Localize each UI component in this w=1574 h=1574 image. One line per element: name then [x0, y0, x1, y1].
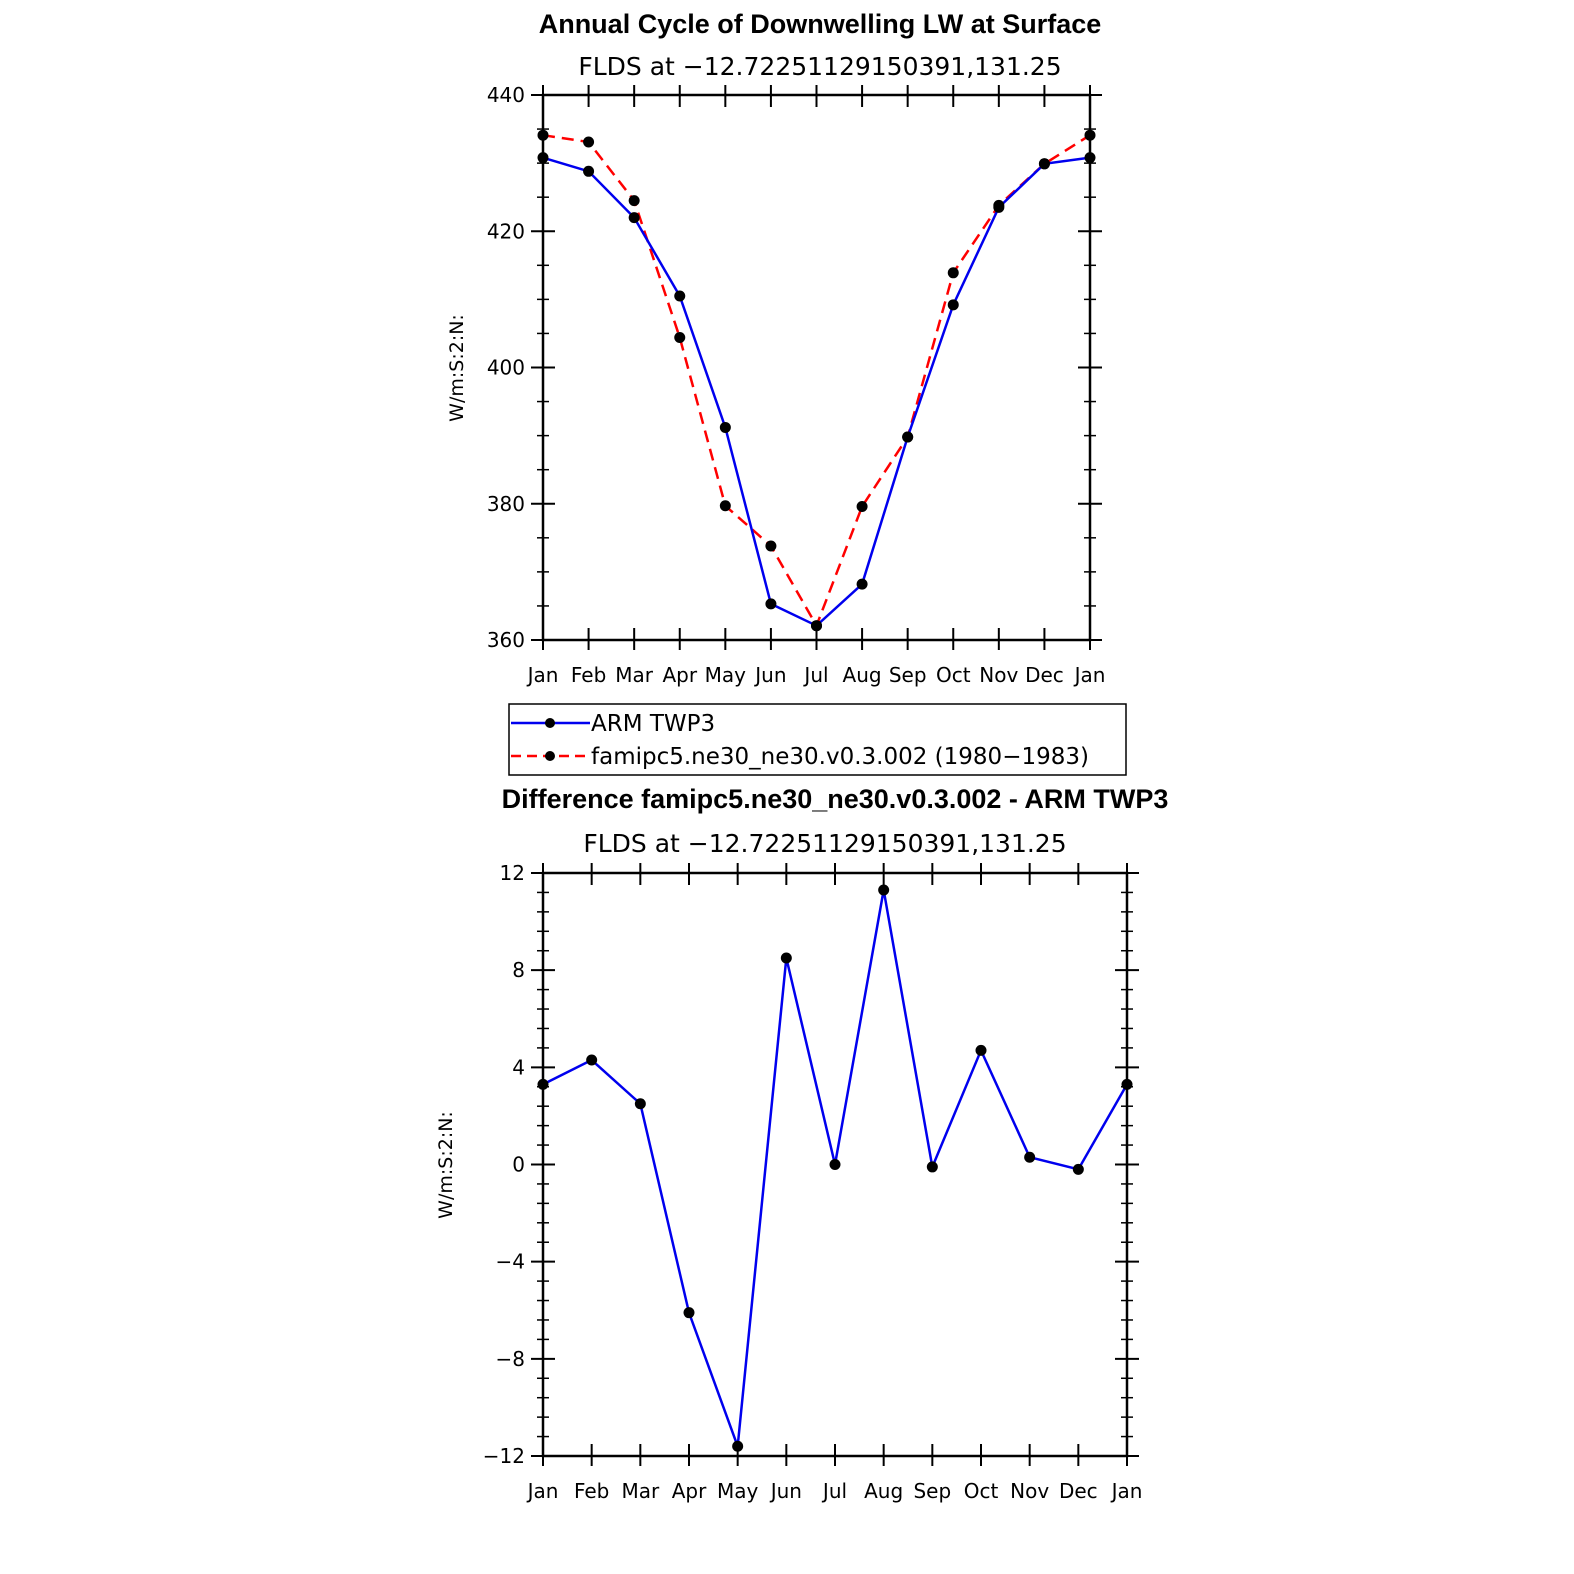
chart1-point-0 [856, 578, 868, 590]
chart2-point-0 [1121, 1078, 1133, 1090]
legend-marker-arm [545, 718, 555, 728]
chart1-ylabel: W/m:S:2:N: [446, 314, 468, 422]
chart2-point-0 [634, 1098, 646, 1110]
chart1-xtick-label: Mar [615, 663, 654, 687]
chart2-xtick-label: Jan [526, 1479, 559, 1503]
chart1-xtick-label: Nov [979, 663, 1018, 687]
chart1-point-1 [719, 500, 731, 512]
chart2-point-0 [780, 952, 792, 964]
chart2-xtick-label: May [717, 1479, 759, 1503]
difference-chart: Difference famipc5.ne30_ne30.v0.3.002 - … [435, 784, 1168, 1503]
chart2-point-0 [1072, 1163, 1084, 1175]
chart2-axes: Jan Feb Mar Apr May Jun Jul Aug Sep Oct Nov Dec Jan−… [483, 861, 1143, 1503]
chart1-point-0 [628, 212, 640, 224]
chart1-axes: Jan Feb Mar Apr May Jun Jul Aug Sep Oct Nov Dec Jan3… [487, 83, 1106, 687]
chart1-xtick-label: Sep [889, 663, 927, 687]
chart2-xtick-label: Sep [913, 1479, 951, 1503]
chart2-point-0 [829, 1159, 841, 1170]
chart1-point-0 [1084, 152, 1096, 164]
chart1-point-0 [537, 152, 549, 164]
chart1-series [537, 129, 1096, 632]
chart1-point-0 [674, 290, 686, 302]
chart2-xtick-label: Jun [769, 1479, 802, 1503]
chart1-series-line-0 [542, 156, 1091, 628]
chart1-xtick-label: Dec [1025, 663, 1064, 687]
chart1-subtitle: FLDS at −12.72251129150391,131.25 [578, 52, 1061, 81]
chart2-ytick-label: 0 [512, 1153, 525, 1177]
chart2-ytick-label: 4 [512, 1055, 525, 1079]
chart1-xtick-label: Apr [662, 663, 697, 687]
chart1-point-1 [947, 267, 959, 279]
chart2-series [537, 884, 1133, 1452]
chart2-point-0 [1024, 1151, 1036, 1163]
legend-box [508, 703, 1127, 776]
chart2-point-0 [732, 1440, 744, 1452]
chart2-point-0 [975, 1044, 987, 1056]
chart1-point-1 [583, 136, 595, 148]
chart1-point-1 [856, 500, 868, 512]
chart1-xtick-label: Oct [936, 663, 971, 687]
chart2-xtick-label: Dec [1059, 1479, 1098, 1503]
chart1-ytick-label: 400 [487, 356, 525, 380]
chart1-xtick-label: May [705, 663, 747, 687]
chart2-ytick-label: −8 [496, 1347, 525, 1371]
chart1-point-0 [765, 598, 777, 610]
chart1-frame [541, 93, 1092, 642]
chart2-point-0 [586, 1054, 598, 1066]
chart1-point-1 [537, 129, 549, 141]
chart2-xtick-label: Apr [672, 1479, 707, 1503]
chart1-point-1 [765, 540, 777, 552]
chart2-ylabel: W/m:S:2:N: [435, 1111, 457, 1219]
legend: ARM TWP3 famipc5.ne30_ne30.v0.3.002 (198… [508, 703, 1127, 776]
chart2-ytick-label: 12 [500, 861, 525, 885]
chart1-point-1 [1084, 129, 1096, 141]
chart1-xtick-label: Aug [843, 663, 882, 687]
chart1-point-1 [811, 620, 822, 632]
chart2-point-0 [537, 1078, 549, 1090]
chart1-ytick-label: 380 [487, 492, 525, 516]
chart2-xtick-label: Jan [1110, 1479, 1143, 1503]
chart1-point-1 [674, 332, 686, 344]
chart2-point-0 [878, 884, 890, 896]
legend-label-model: famipc5.ne30_ne30.v0.3.002 (1980−1983) [591, 744, 1089, 770]
chart1-ytick-label: 360 [487, 628, 525, 652]
chart1-xtick-label: Jan [526, 663, 559, 687]
chart1-ytick-label: 420 [487, 219, 525, 243]
chart2-title: Difference famipc5.ne30_ne30.v0.3.002 - … [502, 784, 1169, 814]
chart2-ytick-label: 8 [512, 958, 525, 982]
chart1-xtick-label: Feb [571, 663, 606, 687]
chart2-xtick-label: Oct [964, 1479, 999, 1503]
chart2-xtick-label: Nov [1010, 1479, 1049, 1503]
chart1-title: Annual Cycle of Downwelling LW at Surfac… [539, 9, 1102, 39]
chart2-xtick-label: Aug [864, 1479, 903, 1503]
chart2-xtick-label: Feb [574, 1479, 609, 1503]
chart1-ytick-label: 440 [487, 83, 525, 107]
chart1-point-1 [628, 195, 640, 207]
chart2-point-0 [683, 1307, 695, 1319]
chart2-subtitle: FLDS at −12.72251129150391,131.25 [583, 829, 1066, 858]
chart1-xtick-label: Jul [802, 663, 828, 687]
chart2-point-0 [926, 1161, 938, 1173]
chart1-xtick-label: Jan [1073, 663, 1106, 687]
chart1-point-1 [1038, 158, 1050, 170]
legend-marker-model [545, 751, 555, 761]
chart1-point-0 [719, 421, 731, 433]
chart1-point-0 [947, 299, 959, 311]
chart2-ytick-label: −4 [496, 1250, 525, 1274]
chart2-xtick-label: Mar [621, 1479, 660, 1503]
chart1-point-0 [583, 165, 595, 177]
chart1-point-1 [902, 431, 914, 443]
legend-label-arm: ARM TWP3 [591, 711, 715, 737]
chart1-xtick-label: Jun [753, 663, 786, 687]
chart2-xtick-label: Jul [821, 1479, 847, 1503]
chart1-point-1 [993, 199, 1005, 211]
annual-cycle-chart: Annual Cycle of Downwelling LW at Surfac… [446, 9, 1105, 687]
chart2-ytick-label: −12 [483, 1444, 525, 1468]
